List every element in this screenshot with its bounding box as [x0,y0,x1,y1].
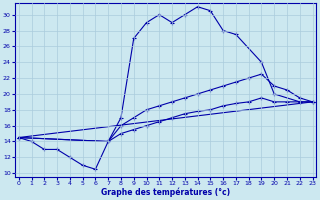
X-axis label: Graphe des températures (°c): Graphe des températures (°c) [101,188,230,197]
